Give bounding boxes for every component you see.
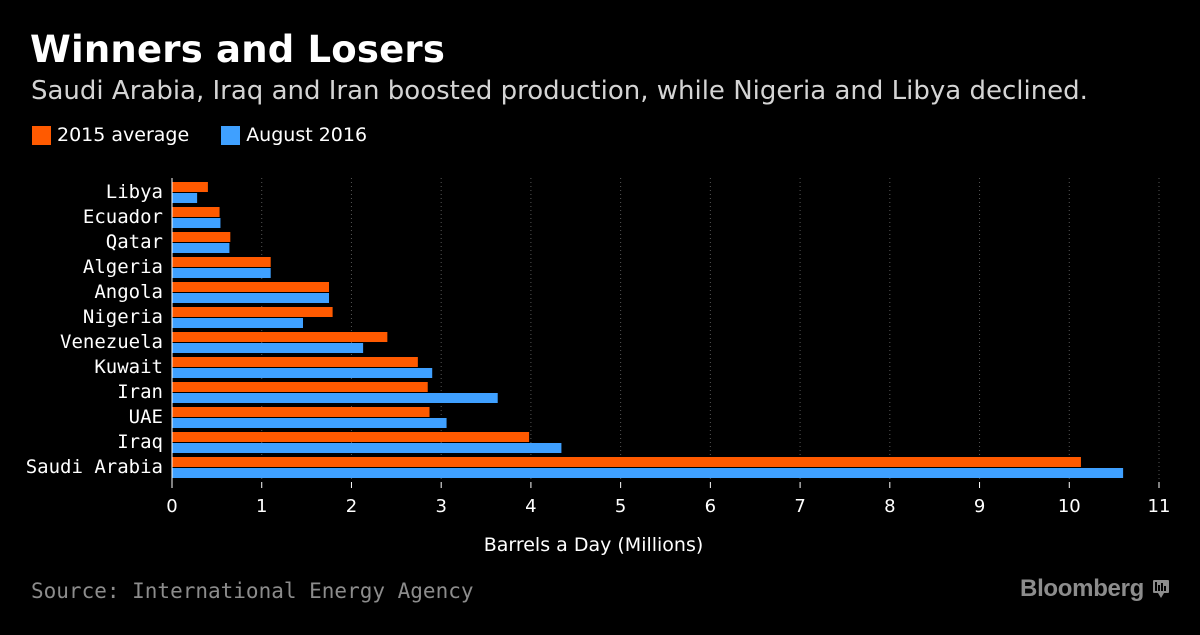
x-tick-label: 0	[166, 496, 177, 517]
chart-subtitle: Saudi Arabia, Iraq and Iran boosted prod…	[31, 76, 1088, 106]
bar-2016-nigeria	[172, 318, 304, 328]
x-tick-label: 6	[705, 496, 716, 517]
bar-2015-algeria	[172, 257, 271, 267]
source-note: Source: International Energy Agency	[31, 579, 474, 603]
bar-2015-venezuela	[172, 332, 388, 342]
category-label: Libya	[106, 181, 163, 203]
brand-name: Bloomberg	[1020, 575, 1144, 602]
bar-2016-iran	[172, 393, 498, 403]
legend-item-2015: 2015 average	[32, 124, 189, 146]
category-label: Qatar	[106, 231, 163, 253]
category-label: Kuwait	[94, 356, 163, 378]
category-label: Ecuador	[83, 206, 163, 228]
legend-item-2016: August 2016	[221, 124, 367, 146]
bar-2015-ecuador	[172, 207, 220, 217]
x-tick-label: 9	[974, 496, 985, 517]
category-label: Angola	[94, 281, 163, 303]
x-tick-label: 11	[1148, 496, 1171, 517]
category-label: Venezuela	[60, 331, 163, 353]
bar-2016-iraq	[172, 443, 562, 453]
bar-2016-algeria	[172, 268, 271, 278]
bar-2016-libya	[172, 193, 198, 203]
brand-logo: Bloomberg	[1020, 575, 1170, 603]
category-label: Nigeria	[83, 306, 163, 328]
bar-2015-kuwait	[172, 357, 418, 367]
x-axis-label: Barrels a Day (Millions)	[484, 534, 704, 556]
bar-2015-uae	[172, 407, 430, 417]
x-tick-label: 5	[615, 496, 626, 517]
bar-2016-angola	[172, 293, 330, 303]
bar-2015-angola	[172, 282, 330, 292]
category-label: Iraq	[117, 431, 163, 453]
bar-2015-iraq	[172, 432, 530, 442]
category-label: UAE	[129, 406, 163, 428]
x-tick-label: 1	[256, 496, 267, 517]
category-label: Iran	[117, 381, 163, 403]
bar-2016-kuwait	[172, 368, 433, 378]
bar-2016-qatar	[172, 243, 230, 253]
bar-2015-iran	[172, 382, 428, 392]
bar-2016-saudi-arabia	[172, 468, 1124, 478]
category-label: Algeria	[83, 256, 163, 278]
chart-title: Winners and Losers	[30, 28, 446, 71]
x-tick-label: 4	[525, 496, 536, 517]
bar-2015-nigeria	[172, 307, 333, 317]
bar-2015-libya	[172, 182, 208, 192]
legend-swatch-2015	[32, 125, 51, 145]
x-tick-label: 10	[1058, 496, 1081, 517]
x-tick-label: 2	[346, 496, 357, 517]
legend: 2015 average August 2016	[32, 124, 399, 146]
bar-2016-uae	[172, 418, 447, 428]
category-label: Saudi Arabia	[26, 456, 163, 478]
bloomberg-terminal-icon	[1153, 580, 1169, 598]
x-tick-label: 8	[884, 496, 895, 517]
legend-label-2016: August 2016	[246, 124, 368, 146]
legend-swatch-2016	[221, 125, 241, 145]
x-tick-label: 7	[794, 496, 805, 517]
x-tick-label: 3	[435, 496, 446, 517]
bar-2015-saudi-arabia	[172, 457, 1081, 467]
bar-2016-venezuela	[172, 343, 364, 353]
legend-label-2015: 2015 average	[57, 124, 190, 146]
bar-2015-qatar	[172, 232, 231, 242]
bar-2016-ecuador	[172, 218, 221, 228]
